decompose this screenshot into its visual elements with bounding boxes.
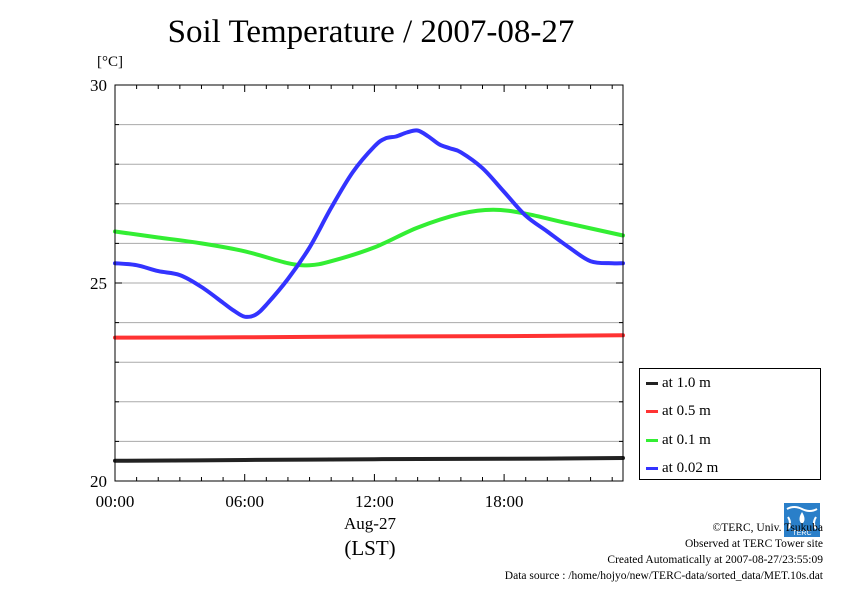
credit-source: Data source : /home/hojyo/new/TERC-data/… — [504, 570, 823, 582]
legend: at 1.0 m at 0.5 m at 0.1 m at 0.02 m — [639, 368, 821, 480]
legend-item: at 0.1 m — [646, 430, 711, 450]
chart-title: Soil Temperature / 2007-08-27 — [167, 14, 575, 50]
x-tick-label: 00:00 — [96, 492, 135, 511]
series-line-at-1-0-m — [113, 456, 625, 463]
tick-labels: 00:00 06:00 12:00 18:00 20 25 30 — [90, 76, 523, 511]
plot-frame — [114, 84, 624, 482]
legend-item: at 0.5 m — [646, 402, 711, 422]
grid-lines — [115, 124, 623, 442]
x-tick-label: 06:00 — [225, 492, 264, 511]
credit-site: Observed at TERC Tower site — [684, 538, 823, 550]
credit-created: Created Automatically at 2007-08-27/23:5… — [607, 554, 823, 566]
legend-item: at 0.02 m — [646, 459, 718, 479]
svg-text:TERC: TERC — [792, 530, 811, 537]
legend-swatch — [646, 438, 658, 442]
legend-label: at 1.0 m — [662, 374, 711, 391]
legend-label: at 0.5 m — [662, 403, 711, 419]
x-tick-label: 18:00 — [485, 492, 524, 511]
x-axis-date: Aug-27 — [344, 514, 396, 533]
series-line-at-0-02-m — [113, 128, 625, 319]
legend-swatch — [646, 410, 658, 413]
y-axis-unit: [°C] — [97, 54, 123, 70]
x-tick-label: 12:00 — [355, 492, 394, 511]
series-lines — [113, 128, 625, 463]
terc-logo-icon: TERC — [784, 503, 820, 537]
x-axis-timezone: (LST) — [344, 536, 396, 560]
credits: ©TERC, Univ. Tsukuba Observed at TERC To… — [505, 520, 823, 584]
legend-label: at 0.1 m — [662, 431, 711, 448]
legend-label: at 0.02 m — [662, 460, 719, 476]
legend-item: at 1.0 m — [646, 373, 711, 393]
legend-swatch — [646, 467, 658, 470]
y-tick-label: 25 — [90, 274, 107, 293]
y-tick-label: 20 — [90, 472, 107, 491]
series-line-at-0-5-m — [113, 333, 625, 340]
y-tick-label: 30 — [90, 76, 107, 95]
credit-copyright: ©TERC, Univ. Tsukuba — [712, 522, 823, 534]
legend-swatch — [646, 381, 658, 385]
